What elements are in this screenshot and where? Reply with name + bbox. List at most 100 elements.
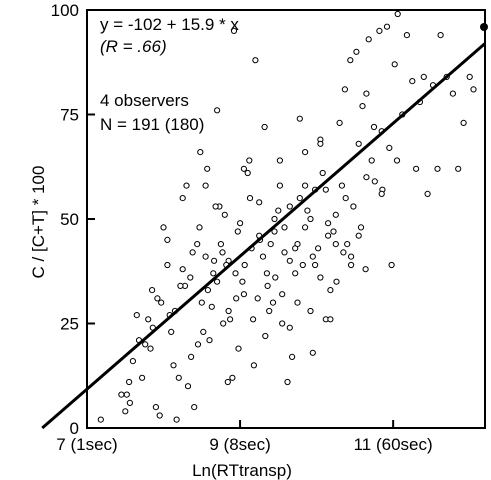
data-point xyxy=(437,32,444,39)
data-point xyxy=(256,199,263,206)
data-point xyxy=(325,220,332,227)
data-point xyxy=(348,253,355,260)
data-point xyxy=(187,274,194,281)
data-point xyxy=(302,149,309,156)
data-point xyxy=(196,224,203,231)
data-point xyxy=(261,123,268,131)
data-point xyxy=(355,140,362,147)
regression-line xyxy=(41,42,486,430)
data-point xyxy=(173,416,180,423)
data-point xyxy=(204,287,211,294)
data-point xyxy=(170,362,177,369)
data-point xyxy=(284,378,291,386)
data-point xyxy=(194,241,201,248)
data-point xyxy=(237,220,244,227)
y-tick-label: 75 xyxy=(60,106,79,125)
data-point xyxy=(292,245,299,252)
data-point xyxy=(164,236,171,243)
data-point xyxy=(315,245,322,252)
data-point xyxy=(184,383,192,390)
data-point xyxy=(188,353,195,360)
data-point xyxy=(365,36,372,43)
data-point xyxy=(281,224,288,231)
y-axis-label: C / [C+T] * 100 xyxy=(29,166,48,279)
data-point xyxy=(264,282,271,289)
y-axis: 0 25 50 75 100 xyxy=(51,1,95,438)
data-point xyxy=(211,257,218,264)
data-point xyxy=(224,378,231,386)
data-point xyxy=(202,253,209,260)
data-point xyxy=(281,249,288,256)
data-point xyxy=(322,186,329,193)
data-point xyxy=(413,165,420,172)
data-point xyxy=(386,144,393,151)
data-point xyxy=(214,107,221,114)
data-point xyxy=(235,345,242,352)
data-point xyxy=(275,207,282,214)
data-point xyxy=(312,261,319,269)
data-point xyxy=(359,103,366,110)
data-point xyxy=(327,287,334,294)
data-point xyxy=(286,257,293,264)
data-point xyxy=(302,224,309,231)
data-point xyxy=(296,195,303,202)
data-point xyxy=(208,303,215,310)
data-point xyxy=(133,312,140,319)
data-point xyxy=(139,374,146,381)
data-point xyxy=(363,90,370,97)
data-point xyxy=(244,169,251,177)
plot-frame xyxy=(86,9,486,429)
data-point xyxy=(197,149,204,156)
correlation-label: (R = .66) xyxy=(100,37,167,56)
data-point xyxy=(357,224,365,231)
data-point xyxy=(370,123,378,131)
data-point xyxy=(204,165,211,172)
data-point xyxy=(267,241,274,248)
data-point xyxy=(240,291,247,298)
data-point xyxy=(246,157,253,164)
data-point xyxy=(317,140,324,147)
x-axis-label: Ln(RTtransp) xyxy=(192,461,292,480)
y-tick-label: 25 xyxy=(60,315,79,334)
data-point xyxy=(307,215,314,223)
data-point xyxy=(327,316,334,323)
data-point xyxy=(466,73,473,81)
data-point xyxy=(299,261,306,269)
data-point xyxy=(232,270,239,277)
data-point xyxy=(344,241,351,248)
data-point xyxy=(434,165,441,172)
y-tick-label: 0 xyxy=(70,419,79,438)
data-point xyxy=(126,399,133,406)
data-point xyxy=(309,253,316,260)
data-point xyxy=(460,119,467,127)
data-point xyxy=(355,232,362,239)
data-point xyxy=(217,241,224,248)
data-point xyxy=(212,203,219,210)
data-point xyxy=(230,27,238,34)
observers-label: 4 observers xyxy=(100,91,189,110)
data-point xyxy=(129,358,136,365)
data-point xyxy=(206,337,213,344)
data-point xyxy=(292,270,299,277)
data-point xyxy=(348,261,355,269)
data-point xyxy=(363,174,370,181)
data-point xyxy=(175,374,182,381)
data-point xyxy=(229,374,236,381)
data-point xyxy=(239,278,246,285)
data-point xyxy=(307,307,314,315)
data-point xyxy=(179,195,186,202)
equation-label: y = -102 + 15.9 * x xyxy=(100,15,239,34)
data-point xyxy=(424,190,431,197)
data-point xyxy=(149,287,156,294)
data-point xyxy=(214,278,221,285)
data-point xyxy=(271,228,278,235)
data-point xyxy=(198,299,205,306)
data-point xyxy=(393,157,401,164)
data-point xyxy=(332,211,339,218)
data-point xyxy=(259,253,267,260)
data-point xyxy=(183,182,190,189)
x-tick-label: 9 (8sec) xyxy=(209,435,270,454)
data-point xyxy=(210,270,217,277)
data-point xyxy=(262,332,269,340)
data-point xyxy=(368,157,375,164)
